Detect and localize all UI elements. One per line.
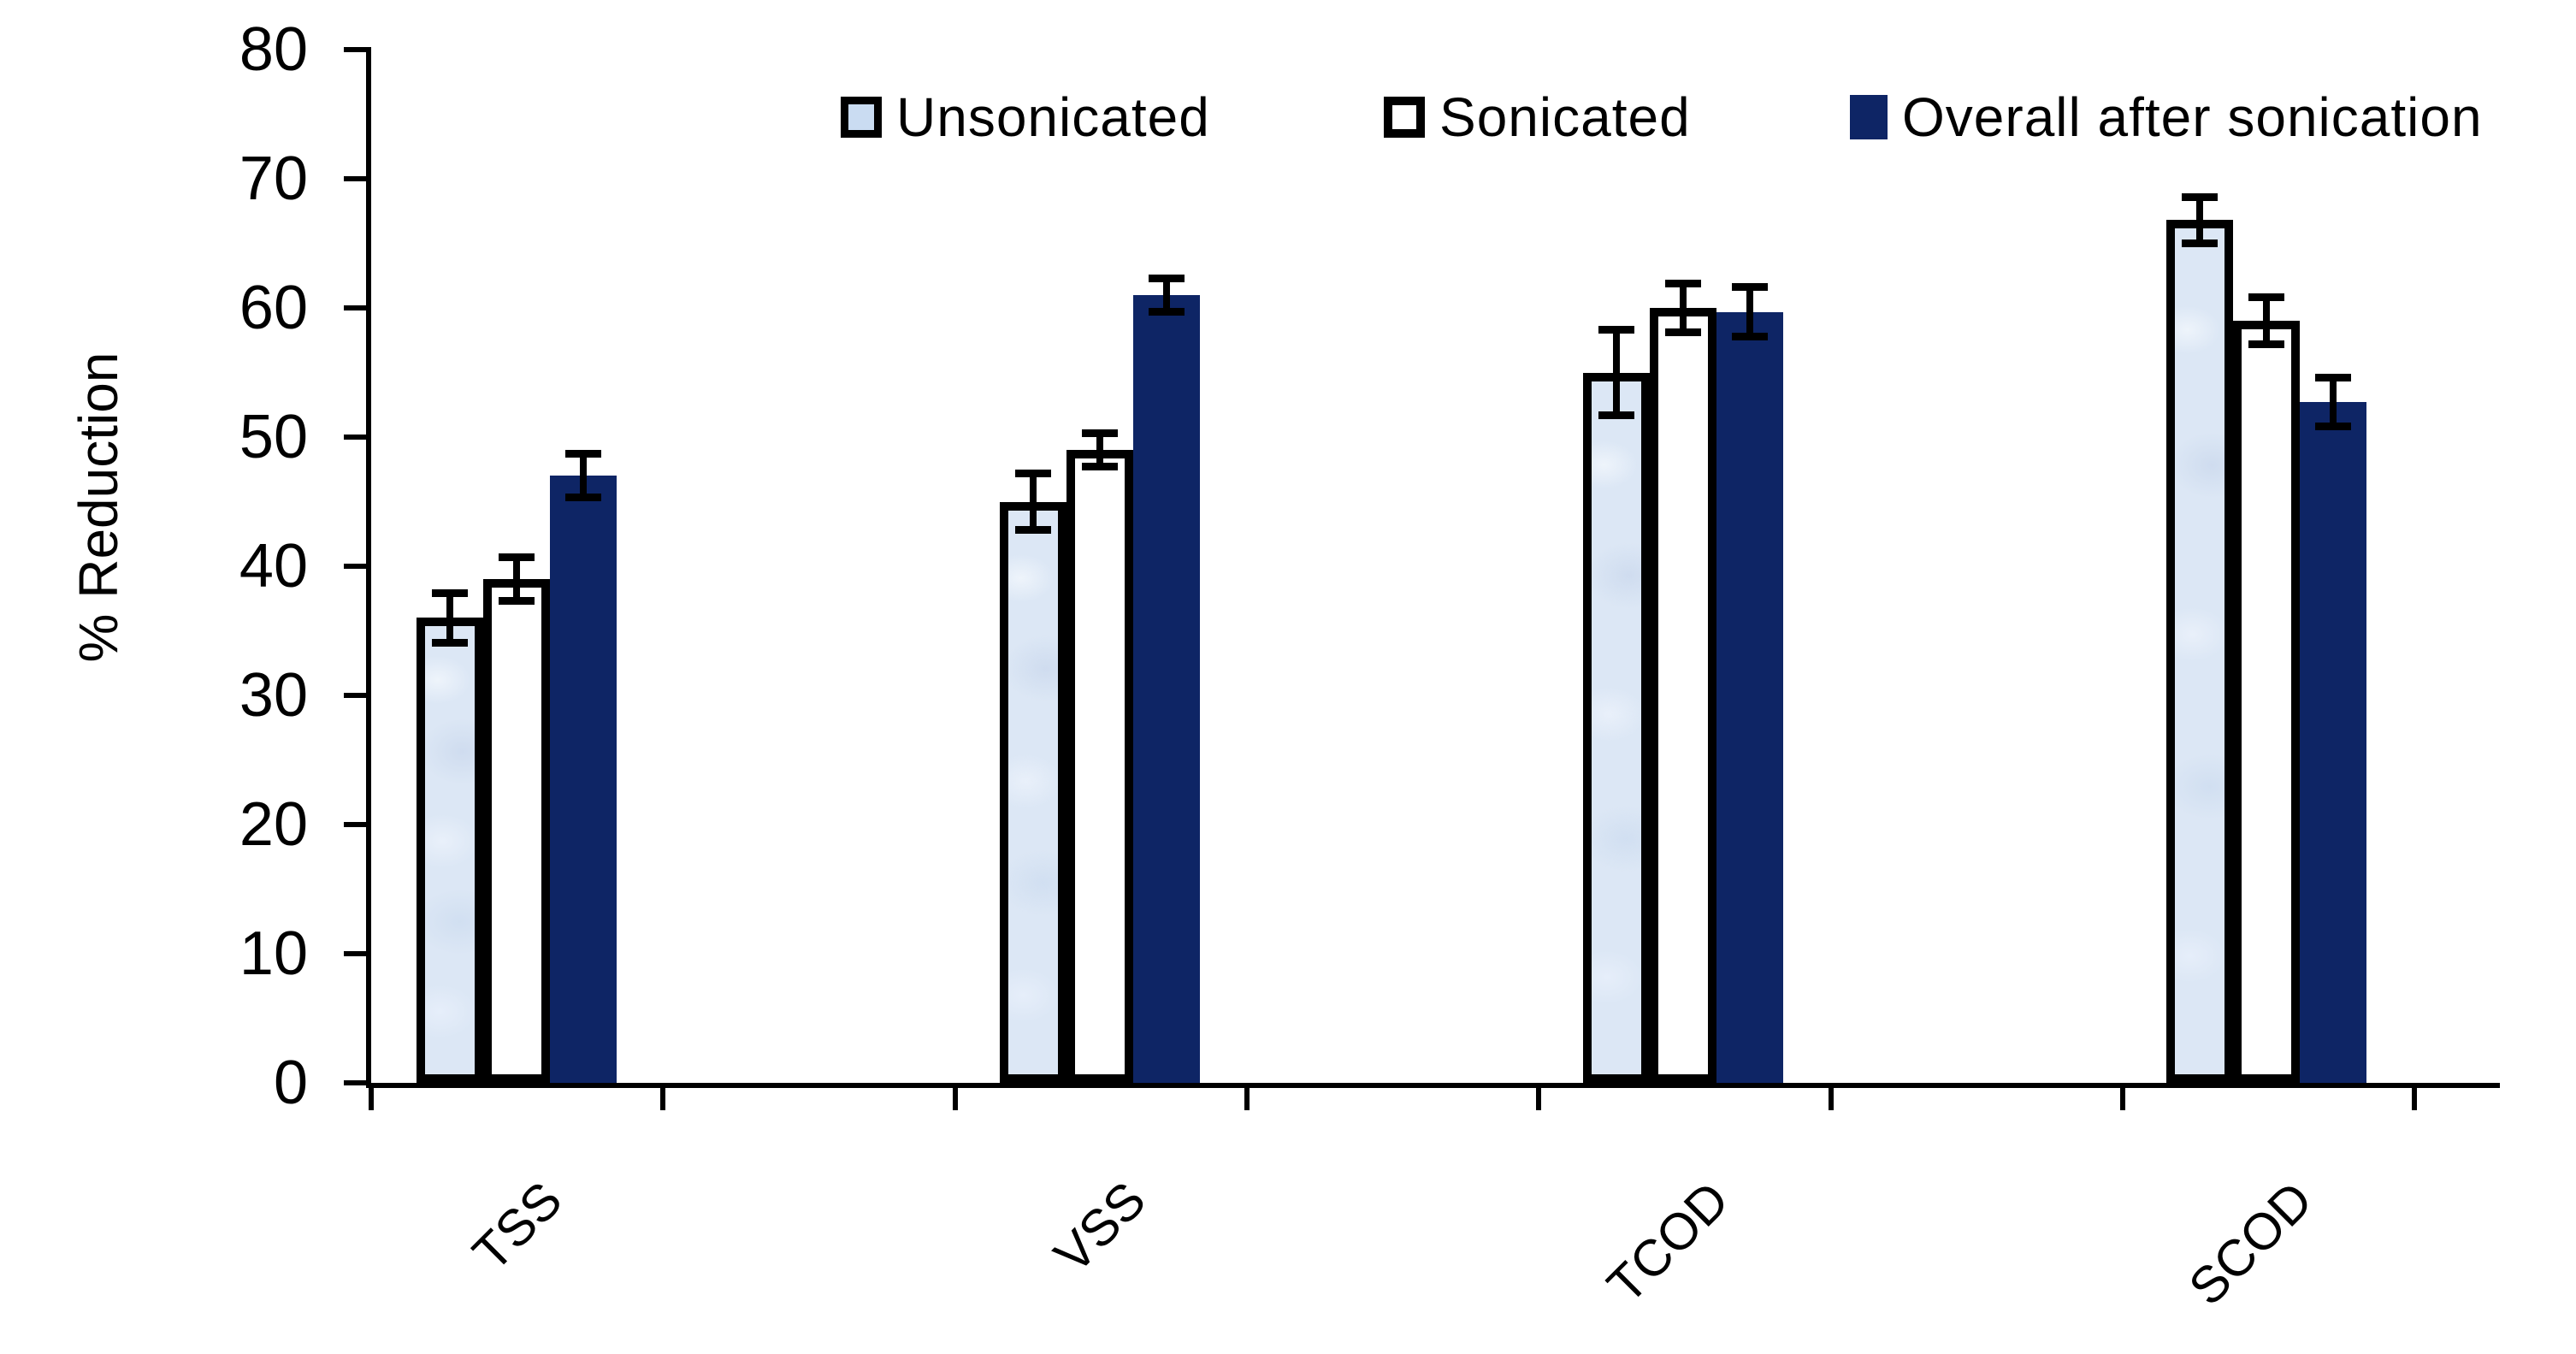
legend-label-overall: Overall after sonication <box>1902 86 2483 148</box>
bar-tcod-sonicated <box>1650 308 1716 1083</box>
error-bar-vss-sonicated <box>1082 429 1118 471</box>
bar-tss-overall <box>550 476 617 1083</box>
error-bar-tcod-unsonicated <box>1598 326 1634 419</box>
y-axis-title: % Reduction <box>68 352 129 663</box>
error-line <box>1163 274 1170 316</box>
error-line <box>513 553 520 606</box>
y-tick-label: 0 <box>273 1049 308 1117</box>
y-tick <box>344 822 366 827</box>
legend-label-unsonicated: Unsonicated <box>896 86 1210 148</box>
error-bar-scod-sonicated <box>2248 293 2284 348</box>
legend-swatch-unsonicated-icon <box>841 97 882 138</box>
bar-scod-overall <box>2300 402 2366 1083</box>
y-tick <box>344 1080 366 1085</box>
x-tick <box>2119 1088 2125 1110</box>
x-label-vss: VSS <box>1043 1170 1157 1284</box>
error-bar-vss-unsonicated <box>1015 469 1051 535</box>
bar-scod-sonicated <box>2233 321 2300 1083</box>
y-tick-label: 10 <box>239 919 308 988</box>
legend-item-overall: Overall after sonication <box>1850 86 2483 149</box>
bar-scod-unsonicated <box>2166 220 2233 1083</box>
y-tick <box>344 693 366 698</box>
bar-vss-unsonicated <box>1000 501 1066 1083</box>
x-tick <box>1244 1088 1250 1110</box>
error-line <box>2196 192 2203 248</box>
error-line <box>2263 293 2270 348</box>
error-line <box>1680 279 1687 337</box>
x-label-tcod: TCOD <box>1596 1170 1740 1315</box>
y-tick <box>344 47 366 52</box>
legend-item-sonicated: Sonicated <box>1384 86 1691 149</box>
y-tick <box>344 305 366 310</box>
y-tick-label: 50 <box>239 403 308 471</box>
error-line <box>1613 326 1620 419</box>
error-bar-tss-sonicated <box>499 553 535 606</box>
y-tick-label: 70 <box>239 145 308 213</box>
x-tick <box>660 1088 666 1110</box>
error-bar-scod-unsonicated <box>2182 192 2218 248</box>
error-bar-scod-overall <box>2315 374 2351 431</box>
y-tick-label: 20 <box>239 790 308 859</box>
bar-tss-sonicated <box>483 579 550 1083</box>
y-tick <box>344 564 366 569</box>
error-bar-tcod-sonicated <box>1665 279 1701 337</box>
legend-swatch-overall-icon <box>1850 95 1888 139</box>
error-bar-vss-overall <box>1149 274 1185 316</box>
y-tick <box>344 951 366 956</box>
legend-label-sonicated: Sonicated <box>1439 86 1691 148</box>
legend-swatch-sonicated-icon <box>1384 97 1425 138</box>
y-tick <box>344 435 366 440</box>
x-tick <box>1536 1088 1542 1110</box>
y-tick-label: 60 <box>239 274 308 342</box>
x-label-tss: TSS <box>462 1170 574 1282</box>
x-tick <box>2412 1088 2418 1110</box>
bar-tss-unsonicated <box>417 618 483 1083</box>
y-tick-label: 80 <box>239 15 308 84</box>
x-label-scod: SCOD <box>2177 1170 2324 1316</box>
error-line <box>1096 429 1103 471</box>
bar-vss-sonicated <box>1066 450 1133 1083</box>
bar-tcod-overall <box>1716 311 1783 1083</box>
x-tick <box>1828 1088 1834 1110</box>
error-bar-tcod-overall <box>1732 283 1768 340</box>
y-axis-line <box>366 47 371 1088</box>
error-line <box>446 589 453 647</box>
y-tick-label: 40 <box>239 532 308 600</box>
x-axis-line <box>366 1083 2500 1088</box>
error-line <box>2330 374 2337 431</box>
error-line <box>580 450 587 502</box>
y-tick-label: 30 <box>239 661 308 730</box>
x-tick <box>952 1088 958 1110</box>
error-bar-tss-unsonicated <box>432 589 468 647</box>
x-tick <box>369 1088 374 1110</box>
error-line <box>1746 283 1753 340</box>
y-tick <box>344 176 366 181</box>
error-bar-tss-overall <box>565 450 601 502</box>
bar-vss-overall <box>1133 294 1200 1083</box>
error-line <box>1030 469 1037 535</box>
legend-item-unsonicated: Unsonicated <box>841 86 1210 149</box>
bar-tcod-unsonicated <box>1583 372 1650 1083</box>
